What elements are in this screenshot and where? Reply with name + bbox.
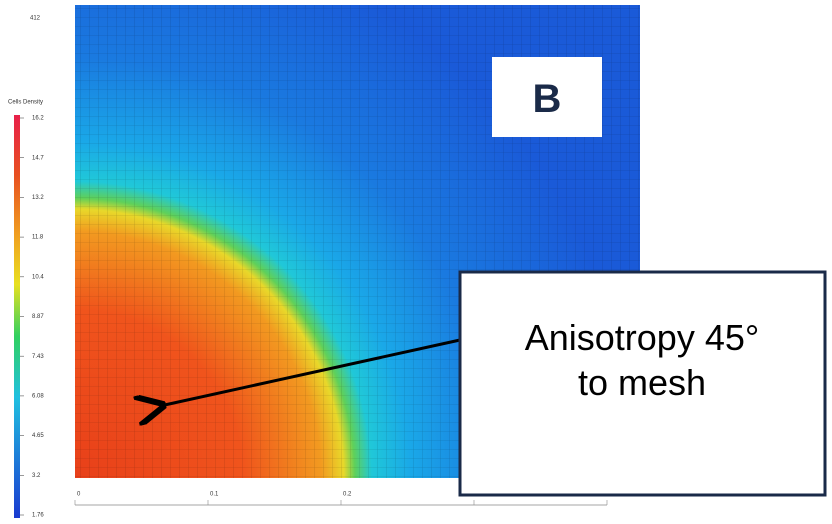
colorbar-label: 14.7 [32,155,44,161]
colorbar-label: 16.2 [32,116,44,122]
frame-label: 412 [30,16,41,22]
colorbar-label: 6.08 [32,393,44,399]
x-tick-label: 0.1 [210,492,219,498]
colorbar-label: 3.2 [32,473,41,479]
x-tick-label: 0 [77,492,81,498]
callout-line: to mesh [578,362,706,403]
colorbar-label: 4.65 [32,433,44,439]
page: 412 Cells Density 16.2 14.7 13.2 11.8 10.4 8.… [0,0,832,524]
colorbar-title: Cells Density [8,100,43,106]
colorbar-label: 11.8 [32,235,44,241]
colorbar-label: 1.76 [32,513,44,519]
colorbar-label: 8.87 [32,314,44,320]
colorbar [14,115,20,518]
colorbar-label: 13.2 [32,195,44,201]
colorbar-label: 10.4 [32,274,44,280]
x-tick-label: 0.2 [343,492,352,498]
panel-label: B [533,77,562,121]
callout-line: Anisotropy 45° [525,317,760,358]
colorbar-label: 7.43 [32,354,44,360]
